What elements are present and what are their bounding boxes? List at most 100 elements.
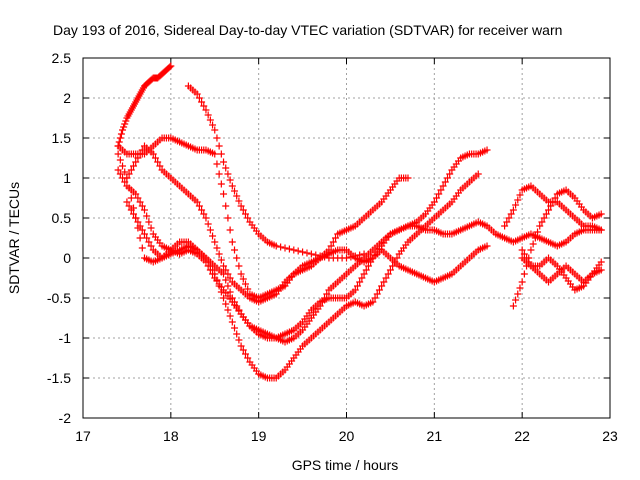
data-point: [233, 254, 241, 262]
data-point: [204, 111, 212, 119]
data-point: [386, 266, 394, 274]
data-point: [597, 258, 605, 266]
data-point: [195, 202, 203, 210]
data-point: [166, 63, 174, 71]
data-point: [147, 224, 155, 232]
data-point: [514, 290, 522, 298]
series-track-8: [509, 186, 605, 310]
data-point: [516, 284, 524, 292]
data-point: [536, 222, 544, 230]
y-tick-label: -0.5: [47, 290, 71, 306]
data-point: [384, 270, 392, 278]
data-point: [134, 194, 142, 202]
data-point: [151, 154, 159, 162]
data-point: [125, 202, 133, 210]
data-point: [149, 150, 157, 158]
data-point: [375, 286, 383, 294]
data-point: [239, 275, 247, 283]
data-point: [138, 226, 146, 234]
data-point: [123, 174, 131, 182]
data-point: [514, 196, 522, 204]
data-point: [138, 146, 146, 154]
data-point: [202, 106, 210, 114]
data-point: [154, 158, 162, 166]
data-point: [371, 294, 379, 302]
data-point: [393, 254, 401, 262]
data-point: [244, 285, 252, 293]
data-point: [277, 243, 285, 251]
data-point: [378, 282, 386, 290]
data-point: [545, 206, 553, 214]
data-point: [226, 176, 234, 184]
data-point: [167, 62, 175, 70]
data-point: [130, 210, 138, 218]
data-point: [147, 242, 155, 250]
data-point: [235, 262, 243, 270]
data-point: [213, 160, 221, 168]
data-point: [115, 138, 123, 146]
plot-frame: [82, 57, 611, 419]
data-point: [117, 130, 125, 138]
data-point: [222, 266, 230, 274]
x-tick-label: 21: [427, 428, 443, 444]
data-point: [353, 282, 361, 290]
data-point: [125, 170, 133, 178]
data-point: [198, 98, 206, 106]
data-point: [505, 214, 513, 222]
data-point: [198, 206, 206, 214]
data-point: [228, 318, 236, 326]
data-point: [389, 262, 397, 270]
data-point: [202, 214, 210, 222]
data-point: [290, 246, 298, 254]
data-point: [222, 164, 230, 172]
data-point: [244, 354, 252, 362]
data-point: [195, 94, 203, 102]
chart-title: Day 193 of 2016, Sidereal Day-to-day VTE…: [53, 22, 562, 38]
data-point: [209, 121, 217, 129]
data-point: [362, 266, 370, 274]
data-point: [503, 218, 511, 226]
data-point: [145, 218, 153, 226]
data-point: [202, 258, 210, 266]
data-point: [226, 288, 234, 296]
data-point: [220, 190, 228, 198]
data-point: [119, 126, 127, 134]
y-axis-label: SDTVAR / TECUs: [6, 182, 22, 294]
x-tick-label: 19: [251, 428, 267, 444]
data-point: [404, 174, 412, 182]
data-point: [360, 270, 368, 278]
data-point: [136, 198, 144, 206]
data-point: [206, 226, 214, 234]
data-point: [121, 120, 129, 128]
data-point: [209, 270, 217, 278]
data-point: [132, 214, 140, 222]
x-tick-label: 18: [163, 428, 179, 444]
data-point: [509, 302, 517, 310]
data-point: [307, 250, 315, 258]
data-point: [224, 214, 232, 222]
data-point: [132, 190, 140, 198]
data-point: [597, 266, 605, 274]
data-point: [134, 154, 142, 162]
data-point: [215, 250, 223, 258]
data-point: [136, 234, 144, 242]
data-point: [130, 204, 138, 212]
data-point: [351, 286, 359, 294]
data-point: [542, 210, 550, 218]
data-point: [518, 278, 526, 286]
data-point: [127, 194, 135, 202]
data-point: [501, 222, 509, 230]
y-tick-label: 0.5: [52, 210, 72, 226]
data-point: [299, 248, 307, 256]
data-point: [116, 134, 124, 142]
data-point: [483, 146, 491, 154]
data-point: [130, 162, 138, 170]
data-point: [134, 224, 142, 232]
data-point: [540, 214, 548, 222]
data-point: [231, 324, 239, 332]
data-point: [138, 244, 146, 252]
data-point: [382, 274, 390, 282]
data-point: [200, 102, 208, 110]
y-tick-label: 2: [63, 90, 71, 106]
data-point: [239, 346, 247, 354]
